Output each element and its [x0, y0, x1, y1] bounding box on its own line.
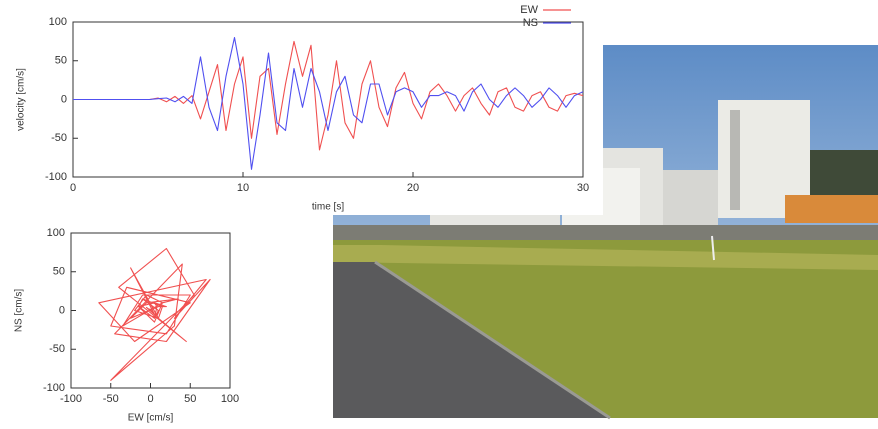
y-tick-label: 0 — [61, 93, 67, 105]
x-tick-label: 100 — [221, 393, 239, 405]
x-axis-label: EW [cm/s] — [128, 413, 174, 424]
grass-far — [333, 245, 878, 270]
building-shade — [730, 110, 740, 210]
road — [333, 262, 610, 418]
series-line — [73, 40, 584, 151]
x-tick-label: -100 — [60, 393, 82, 405]
x-tick-label: 20 — [407, 182, 419, 194]
fence — [785, 195, 878, 223]
x-tick-label: -50 — [103, 393, 119, 405]
series-line — [73, 36, 584, 170]
y-axis-label: velocity [cm/s] — [16, 68, 27, 131]
x-tick-label: 0 — [70, 182, 76, 194]
legend-label: NS — [523, 17, 538, 29]
y-tick-label: 100 — [49, 16, 67, 28]
curb — [374, 260, 611, 420]
building — [663, 170, 718, 230]
y-axis-label: NS [cm/s] — [14, 289, 25, 333]
x-tick-label: 10 — [237, 182, 249, 194]
legend-label: EW — [520, 4, 538, 16]
photo — [333, 45, 878, 420]
post — [711, 235, 715, 261]
y-tick-label: -50 — [51, 132, 67, 144]
x-axis-label: time [s] — [312, 202, 344, 213]
y-tick-label: -50 — [49, 343, 65, 355]
y-tick-label: -100 — [45, 171, 67, 183]
top-chart-background — [0, 0, 603, 215]
y-tick-label: 50 — [53, 266, 65, 278]
y-tick-label: 100 — [47, 227, 65, 239]
series-line — [98, 247, 211, 381]
x-tick-label: 50 — [184, 393, 196, 405]
y-tick-label: 50 — [55, 55, 67, 67]
x-tick-label: 0 — [147, 393, 153, 405]
y-tick-label: -100 — [43, 382, 65, 394]
y-tick-label: 0 — [59, 304, 65, 316]
x-tick-label: 30 — [577, 182, 589, 194]
